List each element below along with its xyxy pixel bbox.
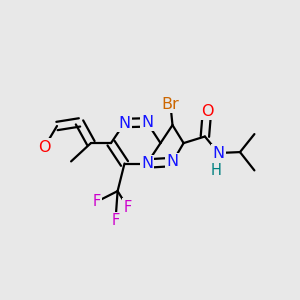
- Text: O: O: [38, 140, 51, 154]
- Text: F: F: [111, 213, 120, 228]
- Text: Br: Br: [161, 97, 179, 112]
- Text: N: N: [167, 154, 178, 169]
- Text: N: N: [118, 116, 130, 130]
- Text: N: N: [141, 156, 153, 171]
- Text: N: N: [212, 146, 224, 160]
- Text: N: N: [141, 115, 153, 130]
- Text: O: O: [201, 103, 213, 118]
- Text: F: F: [123, 200, 132, 214]
- Text: H: H: [211, 163, 221, 178]
- Text: F: F: [93, 194, 101, 209]
